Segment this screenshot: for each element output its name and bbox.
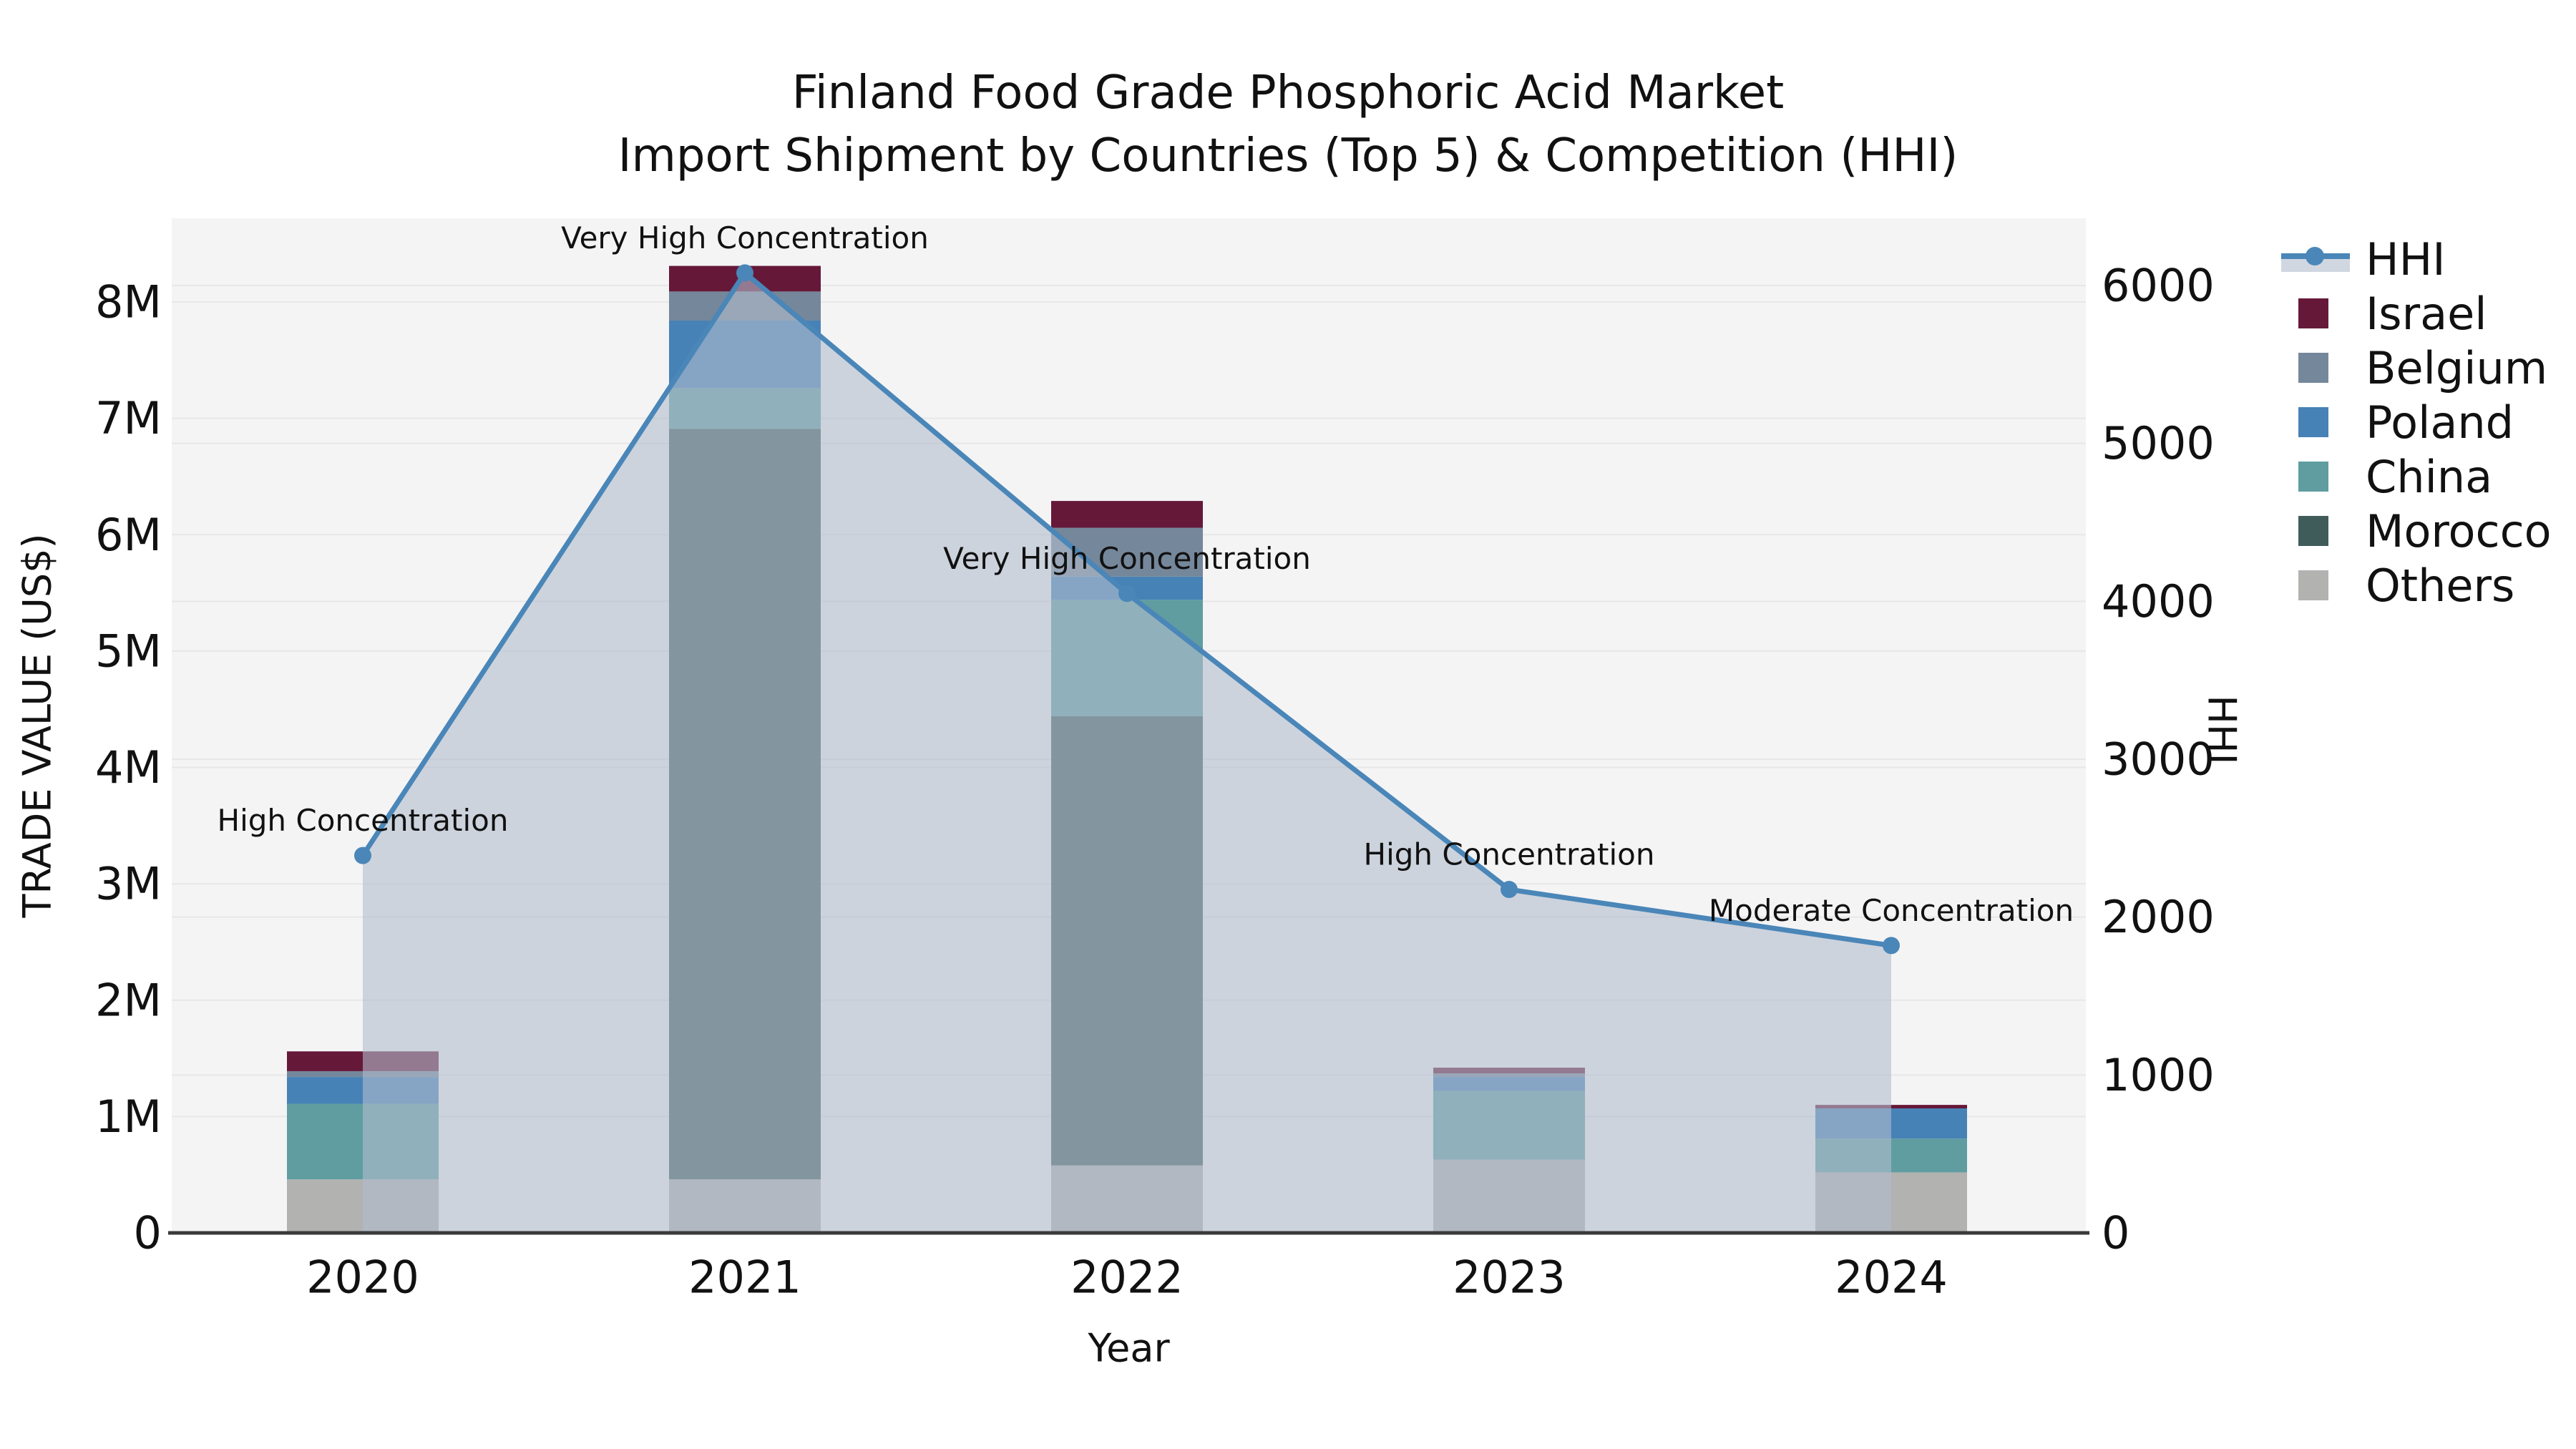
y-right-tick-label: 0 xyxy=(2102,1207,2129,1259)
color-swatch-poland xyxy=(2298,407,2328,437)
y-right-tick-label: 3000 xyxy=(2102,733,2215,786)
y-left-tick-label: 1M xyxy=(95,1091,162,1143)
annotation-2022: Very High Concentration xyxy=(943,541,1311,576)
y-left-tick-label: 6M xyxy=(95,509,162,561)
y-left-tick-label: 0 xyxy=(134,1207,162,1259)
y-right-tick-label: 1000 xyxy=(2102,1049,2215,1101)
annotation-2021: Very High Concentration xyxy=(561,220,929,255)
y-axis-title-left: TRADE VALUE (US$) xyxy=(15,533,60,918)
hhi-marker-2021 xyxy=(736,264,753,282)
legend: HHI Israel Belgium Poland China Morocco Others xyxy=(2281,232,2552,613)
legend-label-hhi: HHI xyxy=(2366,233,2446,286)
legend-item-morocco: Morocco xyxy=(2281,504,2552,558)
annotation-2024: Moderate Concentration xyxy=(1709,893,2074,928)
legend-label-morocco: Morocco xyxy=(2366,504,2552,557)
hhi-line-swatch xyxy=(2281,232,2350,286)
x-tick-label-2021: 2021 xyxy=(688,1252,801,1304)
bar-segment-israel-2022 xyxy=(1051,501,1203,528)
legend-item-others: Others xyxy=(2281,558,2552,613)
legend-item-hhi: HHI xyxy=(2281,232,2552,286)
x-axis-title: Year xyxy=(1087,1326,1170,1371)
legend-label-china: China xyxy=(2366,450,2493,503)
annotation-2023: High Concentration xyxy=(1364,837,1655,872)
x-tick-label-2024: 2024 xyxy=(1835,1252,1948,1304)
legend-label-poland: Poland xyxy=(2366,396,2514,449)
legend-label-belgium: Belgium xyxy=(2366,341,2548,394)
chart-title-line1: Finland Food Grade Phosphoric Acid Marke… xyxy=(791,67,1785,119)
hhi-marker-2020 xyxy=(354,847,371,864)
chart-title-line2: Import Shipment by Countries (Top 5) & C… xyxy=(618,130,1958,182)
y-left-tick-label: 3M xyxy=(95,858,162,910)
legend-item-china: China xyxy=(2281,449,2552,504)
y-left-tick-label: 5M xyxy=(95,625,162,677)
legend-swatch-morocco xyxy=(2281,504,2350,558)
hhi-marker-2024 xyxy=(1883,937,1900,955)
legend-swatch-belgium xyxy=(2281,341,2350,395)
hhi-marker-2022 xyxy=(1118,585,1136,602)
y-right-tick-label: 2000 xyxy=(2102,891,2215,943)
x-tick-label-2020: 2020 xyxy=(306,1252,419,1304)
legend-swatch-china xyxy=(2281,449,2350,504)
x-tick-label-2023: 2023 xyxy=(1453,1252,1566,1304)
legend-swatch-israel xyxy=(2281,286,2350,341)
legend-swatch-others xyxy=(2281,558,2350,613)
y-left-tick-label: 4M xyxy=(95,741,162,794)
y-right-tick-label: 5000 xyxy=(2102,417,2215,469)
y-left-tick-label: 7M xyxy=(95,392,162,444)
color-swatch-belgium xyxy=(2298,353,2328,383)
y-left-tick-label: 8M xyxy=(95,276,162,328)
legend-item-belgium: Belgium xyxy=(2281,341,2552,395)
legend-label-israel: Israel xyxy=(2366,287,2487,340)
hhi-area xyxy=(363,273,1891,1233)
y-right-tick-label: 4000 xyxy=(2102,575,2215,628)
hhi-marker-glyph xyxy=(2306,247,2324,265)
y-axis-title-right: HHI xyxy=(2200,695,2245,764)
color-swatch-others xyxy=(2298,570,2328,600)
legend-item-israel: Israel xyxy=(2281,286,2552,341)
x-tick-label-2022: 2022 xyxy=(1070,1252,1184,1304)
legend-item-poland: Poland xyxy=(2281,395,2552,449)
y-right-tick-label: 6000 xyxy=(2102,260,2215,312)
hhi-marker-2023 xyxy=(1501,881,1518,899)
color-swatch-israel xyxy=(2298,298,2328,328)
legend-label-others: Others xyxy=(2366,559,2515,612)
legend-swatch-poland xyxy=(2281,395,2350,449)
y-left-tick-label: 2M xyxy=(95,974,162,1026)
color-swatch-morocco xyxy=(2298,516,2328,546)
annotation-2020: High Concentration xyxy=(218,803,509,838)
color-swatch-china xyxy=(2298,462,2328,492)
